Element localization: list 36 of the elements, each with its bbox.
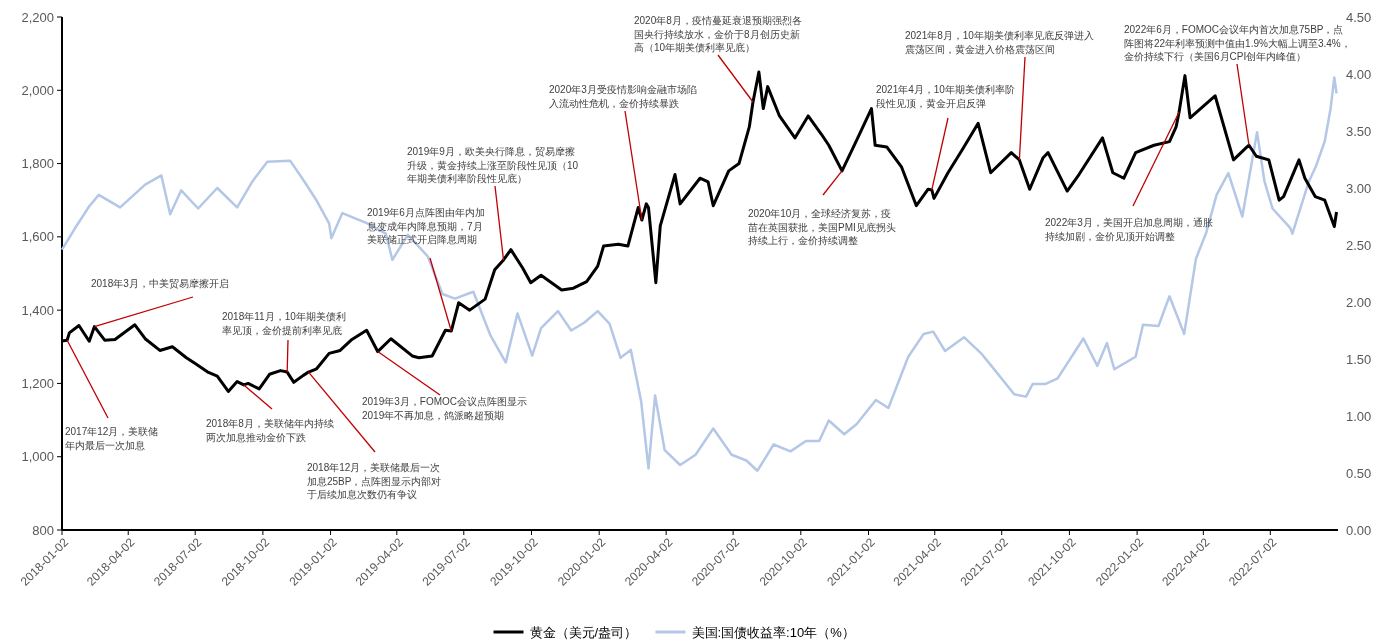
- y2-tick-label: 0.50: [1346, 465, 1372, 481]
- annotation: 2020年8月，疫情蔓延衰退预期强烈各国央行持续放水，金价于8月创历史新高（10年期美债利率见底）: [634, 15, 802, 53]
- legend-label: 黄金（美元/盎司）: [529, 624, 638, 640]
- y2-tick-label: 0.00: [1346, 522, 1372, 538]
- annotation: 2017年12月，美联储年内最后一次加息: [65, 426, 159, 451]
- y2-tick-label: 3.00: [1346, 180, 1372, 196]
- annotation: 2021年8月，10年期美债利率见底反弹进入震荡区间，黄金进入价格震荡区间: [905, 30, 1094, 55]
- y-tick-label: 1,000: [21, 449, 54, 465]
- annotation: 2018年3月，中美贸易摩擦开启: [91, 278, 229, 289]
- y2-tick-label: 2.50: [1346, 237, 1372, 253]
- y2-tick-label: 2.00: [1346, 294, 1372, 310]
- annotation: 2021年4月，10年期美债利率阶段性见顶，黄金开启反弹: [876, 84, 1015, 109]
- y-tick-label: 1,200: [21, 375, 54, 391]
- annotation: 2020年3月受疫情影响金融市场陷入流动性危机，金价持续暴跌: [549, 84, 697, 109]
- y-tick-label: 1,600: [21, 229, 54, 245]
- legend-label: 美国:国债收益率:10年（%）: [691, 624, 855, 640]
- y-tick-label: 2,200: [21, 9, 54, 25]
- line-series: [60, 76, 1338, 472]
- y-tick-label: 1,800: [21, 156, 54, 172]
- annotation: 2022年6月，FOMOC会议年内首次加息75BP，点阵图将22年利率预测中值由1.9%大幅上调至3.4%，金价持续下行（美国6月CPI创年内峰值）: [1124, 24, 1351, 62]
- y2-tick-label: 4.50: [1346, 9, 1372, 25]
- annotation: 2018年12月，美联储最后一次加息25BP，点阵图显示内部对于后续加息次数仍有争议: [307, 462, 442, 500]
- annotation: 2018年11月，10年期美债利率见顶，金价提前利率见底: [222, 311, 346, 336]
- annotation: 2019年6月点阵图由年内加息变成年内降息预期，7月美联储正式开启降息周期: [366, 207, 485, 245]
- annotation: 2018年8月，美联储年内持续两次加息推动金价下跌: [206, 418, 334, 443]
- y-tick-label: 1,400: [21, 302, 54, 318]
- y2-tick-label: 1.50: [1346, 351, 1372, 367]
- y-tick-label: 2,000: [21, 82, 54, 98]
- annotation: 2019年3月，FOMOC会议点阵图显示2019年不再加息，鸽派略超预期: [362, 396, 528, 421]
- y2-tick-label: 3.50: [1346, 123, 1372, 139]
- annotation: 2020年10月，全球经济复苏，疫苗在英国获批，美国PMI见底拐头持续上行，金价持续调整: [748, 208, 896, 246]
- y2-tick-label: 4.00: [1346, 66, 1372, 82]
- y2-tick-label: 1.00: [1346, 408, 1372, 424]
- y-tick-label: 800: [32, 522, 54, 538]
- annotation: 2019年9月，欧美央行降息，贸易摩擦升级，黄金持续上涨至阶段性见顶（10年期美债利率阶段性见底）: [407, 146, 579, 184]
- annotation: 2022年3月，美国开启加息周期，通胀持续加剧，金价见顶开始调整: [1045, 217, 1213, 242]
